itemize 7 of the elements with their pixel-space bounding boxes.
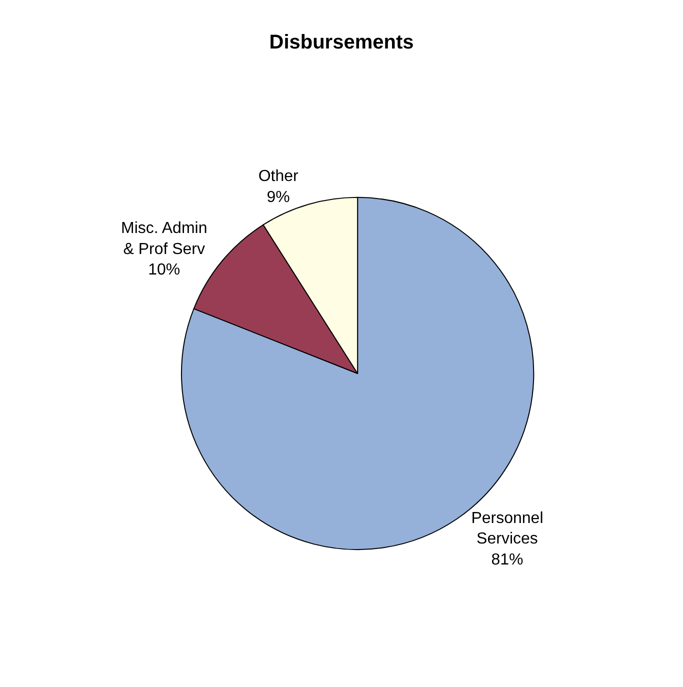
chart-title: Disbursements: [269, 31, 414, 54]
data-label: 10%: [148, 262, 180, 279]
slice-label: Other: [258, 168, 299, 186]
slice-label: Personnel Services: [471, 510, 544, 548]
data-label: 81%: [491, 551, 524, 568]
slice-label: Misc. Admin & Prof Serv: [120, 220, 208, 258]
data-label: 9%: [266, 188, 290, 206]
